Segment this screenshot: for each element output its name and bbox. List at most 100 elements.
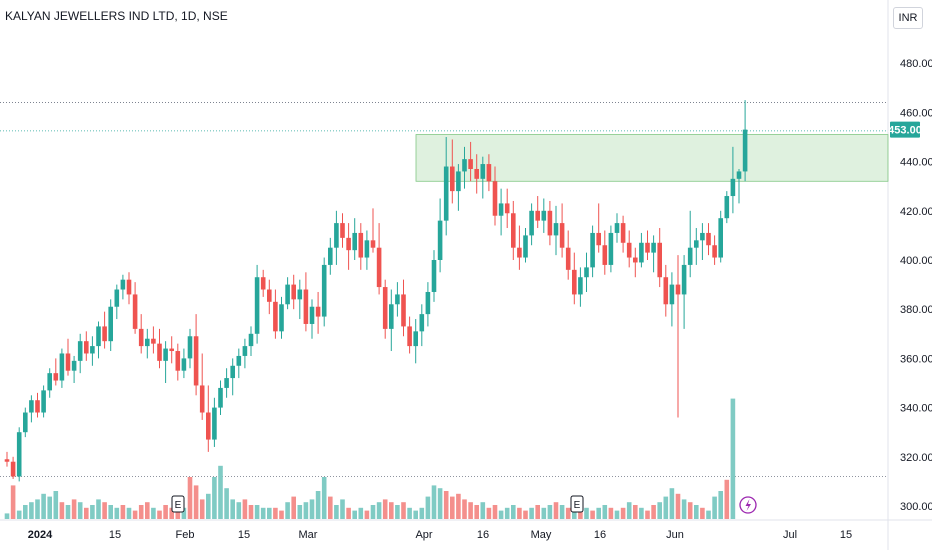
candle-body[interactable] <box>309 306 315 324</box>
candle-body[interactable] <box>175 351 181 371</box>
candle-body[interactable] <box>712 245 717 258</box>
candle-body[interactable] <box>675 284 681 295</box>
candle-body[interactable] <box>29 400 34 413</box>
candle-body[interactable] <box>279 304 284 332</box>
candle-body[interactable] <box>590 232 595 268</box>
candle-body[interactable] <box>395 294 400 305</box>
candle-body[interactable] <box>35 400 40 413</box>
candle-body[interactable] <box>206 412 211 440</box>
candle-body[interactable] <box>285 284 290 305</box>
candle-body[interactable] <box>407 326 412 347</box>
candle-body[interactable] <box>90 346 95 354</box>
candle-body[interactable] <box>700 232 705 241</box>
candle-body[interactable] <box>608 232 614 265</box>
candle-body[interactable] <box>71 360 77 371</box>
candle-body[interactable] <box>65 353 71 371</box>
candle-body[interactable] <box>120 279 126 290</box>
candle-body[interactable] <box>328 247 333 265</box>
candle-body[interactable] <box>291 284 296 300</box>
candle-body[interactable] <box>96 326 101 347</box>
candle-body[interactable] <box>474 168 479 179</box>
candle-body[interactable] <box>23 412 28 433</box>
candle-body[interactable] <box>114 289 120 307</box>
candle-body[interactable] <box>10 461 16 477</box>
candle-body[interactable] <box>236 355 242 366</box>
candle-body[interactable] <box>529 210 534 236</box>
earnings-marker-box[interactable] <box>171 495 185 513</box>
candle-body[interactable] <box>389 304 394 329</box>
candle-body[interactable] <box>572 269 577 295</box>
candle-body[interactable] <box>102 326 107 342</box>
candle-body[interactable] <box>382 287 388 329</box>
candle-body[interactable] <box>193 336 199 386</box>
candle-body[interactable] <box>620 223 626 243</box>
candle-body[interactable] <box>303 289 309 324</box>
candle-body[interactable] <box>578 277 583 295</box>
candle-body[interactable] <box>267 289 272 302</box>
candle-body[interactable] <box>163 348 168 361</box>
earnings-marker-box[interactable] <box>570 495 584 513</box>
candle-body[interactable] <box>352 232 357 251</box>
candle-body[interactable] <box>742 129 748 172</box>
candle-body[interactable] <box>132 294 138 329</box>
candle-body[interactable] <box>633 257 638 263</box>
candle-body[interactable] <box>724 196 730 219</box>
candle-body[interactable] <box>315 306 321 317</box>
candle-body[interactable] <box>504 203 510 214</box>
candle-body[interactable] <box>523 235 528 258</box>
candle-body[interactable] <box>413 331 418 347</box>
candle-body[interactable] <box>151 338 156 344</box>
candle-body[interactable] <box>669 284 675 305</box>
candle-body[interactable] <box>559 223 565 248</box>
candle-body[interactable] <box>84 341 89 354</box>
candle-body[interactable] <box>340 223 345 238</box>
candle-body[interactable] <box>480 164 486 179</box>
candle-body[interactable] <box>456 171 461 192</box>
candle-body[interactable] <box>419 314 425 332</box>
currency-selector[interactable]: INR <box>893 7 923 29</box>
candle-body[interactable] <box>16 432 22 477</box>
candle-body[interactable] <box>230 365 235 379</box>
candle-body[interactable] <box>77 341 83 361</box>
candle-body[interactable] <box>41 390 46 413</box>
candle-body[interactable] <box>224 378 229 388</box>
candle-body[interactable] <box>376 247 382 288</box>
candle-body[interactable] <box>602 245 608 265</box>
candle-body[interactable] <box>212 407 217 440</box>
candle-body[interactable] <box>187 336 193 359</box>
candle-body[interactable] <box>541 210 547 221</box>
candle-body[interactable] <box>626 242 632 258</box>
candle-body[interactable] <box>321 264 327 317</box>
candle-body[interactable] <box>346 237 351 251</box>
candle-body[interactable] <box>681 264 687 295</box>
candle-body[interactable] <box>273 301 278 332</box>
candle-body[interactable] <box>138 328 144 347</box>
candle-body[interactable] <box>645 242 650 253</box>
candle-body[interactable] <box>651 242 656 253</box>
candle-body[interactable] <box>443 166 449 221</box>
candle-body[interactable] <box>511 213 516 248</box>
candle-body[interactable] <box>199 385 205 413</box>
candle-body[interactable] <box>437 220 443 260</box>
candle-body[interactable] <box>450 166 455 192</box>
candle-body[interactable] <box>663 277 669 305</box>
candle-body[interactable] <box>248 333 254 347</box>
candle-body[interactable] <box>126 279 132 295</box>
candle-body[interactable] <box>736 171 742 179</box>
candle-body[interactable] <box>614 223 620 233</box>
candle-body[interactable] <box>431 260 437 292</box>
candle-body[interactable] <box>297 289 303 300</box>
candle-body[interactable] <box>370 240 376 248</box>
resistance-zone[interactable] <box>415 134 889 182</box>
candle-body[interactable] <box>401 294 406 327</box>
candle-body[interactable] <box>218 387 223 408</box>
candle-body[interactable] <box>108 306 113 342</box>
candle-body[interactable] <box>486 164 492 182</box>
candle-body[interactable] <box>260 277 266 290</box>
candle-body[interactable] <box>169 348 174 352</box>
candle-body[interactable] <box>425 291 431 315</box>
candle-body[interactable] <box>498 203 504 216</box>
candle-body[interactable] <box>242 346 248 356</box>
